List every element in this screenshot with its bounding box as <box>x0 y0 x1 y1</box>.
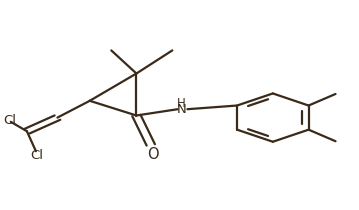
Text: H: H <box>177 97 186 110</box>
Text: Cl: Cl <box>31 149 43 162</box>
Text: O: O <box>147 147 158 162</box>
Text: Cl: Cl <box>4 114 17 127</box>
Text: N: N <box>176 103 186 116</box>
